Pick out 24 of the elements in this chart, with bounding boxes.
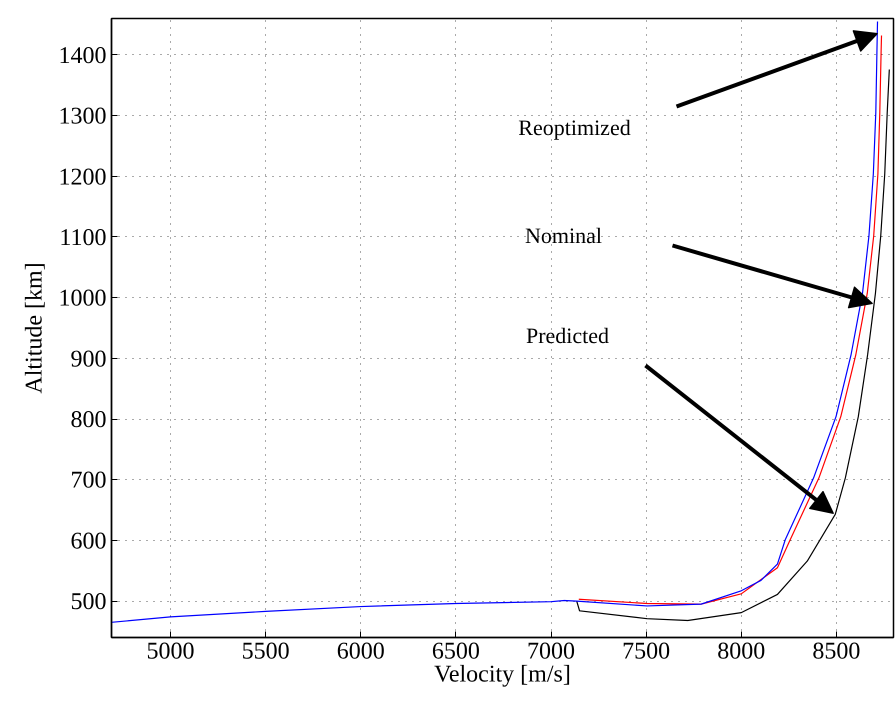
x-tick-label: 8000 [717,638,766,664]
y-tick-label: 1000 [58,286,106,312]
y-tick-label: 500 [70,589,106,616]
x-tick-label: 6500 [432,638,480,664]
y-tick-label: 600 [70,528,106,554]
x-axis-title: Velocity [m/s] [434,662,571,688]
y-tick-label: 900 [70,346,106,372]
x-tick-label: 5500 [242,638,290,664]
y-tick-label: 700 [70,468,106,494]
x-tick-label: 7500 [622,638,670,664]
annotation: Nominal [525,223,602,248]
x-tick-label: 6000 [336,638,385,664]
y-tick-label: 1400 [58,42,106,69]
y-axis-title: Altitude [km] [22,262,48,394]
x-tick-label: 5000 [146,638,194,664]
y-tick-label: 1300 [58,104,106,130]
annotation: Predicted [526,323,610,348]
y-tick-label: 1200 [58,164,106,190]
x-tick-label: 8500 [812,638,860,664]
line-series [112,20,878,623]
annotation: Reoptimized [518,115,631,140]
y-tick-label: 800 [70,407,106,434]
x-tick-label: 7000 [527,638,576,664]
y-tick-label: 1100 [59,224,106,251]
